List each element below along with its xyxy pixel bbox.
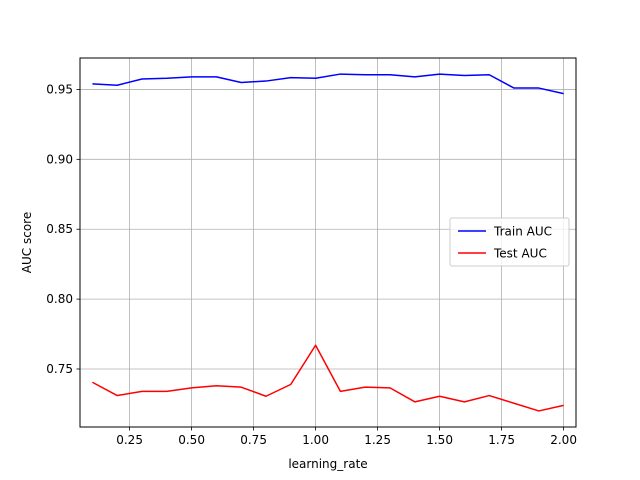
y-tick-label: 0.85 — [46, 222, 73, 236]
legend-label: Test AUC — [493, 247, 547, 261]
x-axis-label: learning_rate — [288, 457, 367, 471]
x-tick-label: 2.00 — [550, 433, 577, 447]
legend: Train AUC Test AUC — [449, 217, 570, 267]
plot-frame — [79, 57, 577, 428]
y-axis-label: AUC score — [20, 212, 34, 273]
series-lines — [92, 73, 564, 412]
y-tick-label: 0.80 — [46, 292, 73, 306]
x-tick-label: 1.00 — [302, 433, 329, 447]
x-tick-label: 1.75 — [488, 433, 515, 447]
x-tick-label: 0.75 — [240, 433, 267, 447]
y-tick-label: 0.95 — [46, 82, 73, 96]
axis-ticks: 0.25 0.50 0.75 1.00 1.25 1.50 1.75 2.00 0.75 0.80… — [46, 82, 577, 447]
legend-label: Train AUC — [493, 225, 552, 239]
x-tick-label: 1.50 — [426, 433, 453, 447]
x-tick-label: 0.50 — [178, 433, 205, 447]
series-line-test-auc — [92, 344, 564, 412]
x-tick-label: 0.25 — [116, 433, 143, 447]
legend-box — [449, 217, 570, 267]
y-tick-label: 0.90 — [46, 152, 73, 166]
series-line-train-auc — [92, 73, 564, 95]
y-tick-label: 0.75 — [46, 362, 73, 376]
x-tick-label: 1.25 — [364, 433, 391, 447]
